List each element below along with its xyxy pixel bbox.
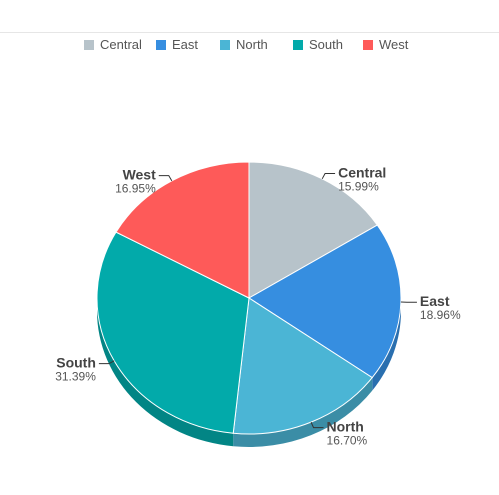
slice-percent-north: 16.70% (327, 434, 368, 448)
legend-item-west[interactable]: West (363, 37, 408, 53)
pie-slice-north[interactable] (232, 297, 373, 435)
legend-swatch-central (84, 40, 94, 50)
pie-side-north (233, 377, 373, 447)
legend-item-south[interactable]: South (293, 37, 343, 53)
legend-label-south: South (309, 37, 343, 52)
slice-percent-east: 18.96% (420, 308, 461, 322)
slice-percent-west: 16.95% (115, 182, 156, 196)
legend-label-north: North (236, 37, 268, 52)
slice-label-south: South (56, 355, 96, 371)
legend-swatch-east (156, 40, 166, 50)
leader-line-central (321, 173, 336, 180)
leader-line-south (98, 360, 115, 365)
legend-swatch-north (220, 40, 230, 50)
legend-label-central: Central (100, 37, 142, 52)
pie-slice-central[interactable] (248, 161, 379, 299)
legend-item-north[interactable]: North (220, 37, 268, 53)
slice-percent-south: 31.39% (55, 370, 96, 384)
slice-label-west: West (123, 167, 157, 183)
leader-line-north (310, 421, 324, 429)
legend-label-east: East (172, 37, 199, 52)
pie-side-east (372, 298, 401, 391)
slice-label-east: East (420, 293, 450, 309)
legend-item-central[interactable]: Central (84, 37, 142, 53)
legend-item-east[interactable]: East (156, 37, 198, 53)
top-divider (0, 32, 499, 33)
legend-swatch-west (363, 40, 373, 50)
slice-percent-central: 15.99% (338, 180, 379, 194)
leader-line-west (158, 175, 173, 182)
slice-label-north: North (327, 419, 364, 435)
chart-legend: Central East North South West (0, 37, 499, 53)
slice-label-central: Central (338, 165, 386, 181)
legend-swatch-south (293, 40, 303, 50)
legend-label-west: West (379, 37, 409, 52)
